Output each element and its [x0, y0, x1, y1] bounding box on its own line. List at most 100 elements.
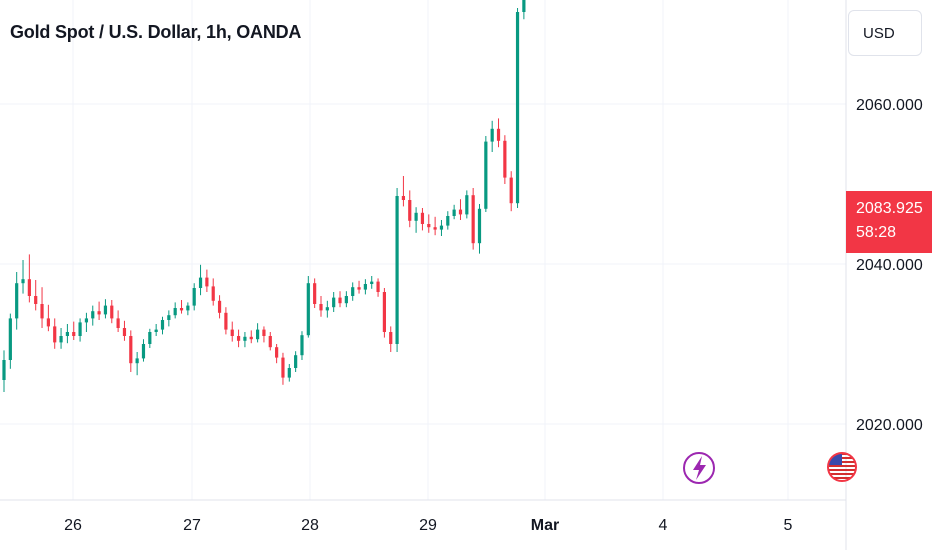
candle-body	[401, 196, 406, 200]
price-tick-label: 2040.000	[856, 257, 923, 274]
candle-body	[65, 332, 69, 336]
candle-body	[262, 329, 266, 336]
candle-body	[167, 315, 171, 320]
candle-body	[503, 140, 507, 178]
last-price-value: 2083.925	[856, 200, 923, 217]
candle-body	[509, 177, 513, 204]
candle-body	[173, 308, 177, 316]
candle-body	[8, 318, 12, 360]
candle-body	[53, 326, 57, 343]
candle-body	[338, 297, 342, 304]
candle-body	[427, 224, 431, 228]
candle-body	[325, 307, 329, 311]
candle-body	[465, 195, 469, 215]
candle-body	[78, 322, 82, 336]
candle-body	[154, 329, 158, 332]
candle-body	[332, 297, 336, 308]
time-tick-label: 27	[183, 517, 201, 534]
candle-body	[122, 328, 127, 336]
candle-body	[59, 336, 63, 343]
candle-body	[439, 225, 444, 230]
price-tick-label: 2020.000	[856, 417, 923, 434]
last-price-tag: 2083.925 58:28	[846, 191, 932, 253]
candle-body	[135, 358, 139, 364]
candle-body	[186, 305, 190, 311]
candle-body	[27, 279, 31, 296]
candle-body	[192, 288, 196, 306]
chart-title: Gold Spot / U.S. Dollar, 1h, OANDA	[10, 22, 302, 42]
candle-body	[249, 336, 253, 340]
candle-body	[198, 277, 203, 288]
time-tick-label: 28	[301, 517, 319, 534]
candle-body	[2, 360, 6, 380]
candle-body	[313, 283, 317, 304]
candle-body	[452, 209, 456, 216]
candle-body	[300, 335, 304, 356]
candle-body	[344, 296, 348, 304]
candle-body	[471, 195, 475, 244]
time-tick-label: Mar	[531, 517, 559, 534]
candle-body	[496, 128, 501, 141]
candle-body	[477, 208, 482, 244]
candle-body	[357, 287, 361, 290]
candle-body	[21, 279, 25, 284]
candle-body	[458, 209, 463, 215]
candle-body	[40, 304, 44, 319]
candle-body	[148, 332, 152, 344]
time-tick-label: 29	[419, 517, 437, 534]
candle-body	[389, 332, 393, 344]
candle-body	[179, 308, 184, 311]
candle-body	[129, 336, 133, 364]
candle-body	[382, 292, 386, 332]
candle-body	[433, 227, 437, 230]
time-tick-label: 4	[659, 517, 668, 534]
candle-body	[319, 304, 323, 311]
candle-body	[84, 318, 89, 323]
bar-countdown: 58:28	[856, 224, 897, 241]
candle-body	[446, 216, 450, 226]
candle-body	[287, 368, 291, 378]
candle-body	[515, 12, 520, 204]
candle-body	[46, 318, 50, 327]
currency-selector-button[interactable]: USD	[848, 10, 922, 56]
candle-body	[205, 277, 209, 287]
candle-body	[294, 355, 298, 368]
candle-body	[110, 305, 114, 319]
candle-body	[268, 336, 272, 348]
candle-body	[484, 141, 488, 209]
candle-body	[97, 311, 101, 315]
price-tick-label: 2060.000	[856, 97, 923, 114]
candle-body	[160, 320, 165, 330]
candle-body	[275, 347, 279, 358]
us-flag-icon-border	[827, 452, 857, 482]
candle-body	[15, 283, 19, 319]
candle-body	[408, 200, 412, 221]
time-tick-label: 26	[64, 517, 82, 534]
candle-body	[376, 281, 380, 292]
candle-body	[72, 332, 76, 336]
candle-body	[256, 329, 260, 340]
candle-body	[217, 300, 222, 313]
candle-body	[522, 0, 526, 12]
candle-body	[141, 344, 146, 359]
candle-body	[414, 212, 418, 221]
candle-body	[370, 281, 374, 284]
candle-body	[103, 305, 108, 315]
candle-body	[351, 287, 355, 296]
candle-body	[490, 128, 494, 142]
candle-body	[230, 329, 234, 336]
candle-body	[306, 283, 310, 336]
candle-body	[420, 212, 425, 224]
candle-body	[236, 336, 241, 341]
lightning-bolt-icon	[693, 456, 706, 480]
candle-body	[116, 318, 120, 328]
time-tick-label: 5	[784, 517, 793, 534]
candle-body	[91, 311, 95, 319]
candle-body	[395, 196, 399, 344]
candle-body	[243, 336, 247, 341]
candle-body	[34, 296, 38, 304]
candle-body	[211, 286, 215, 301]
candle-body	[363, 284, 367, 290]
candle-body	[281, 357, 285, 378]
